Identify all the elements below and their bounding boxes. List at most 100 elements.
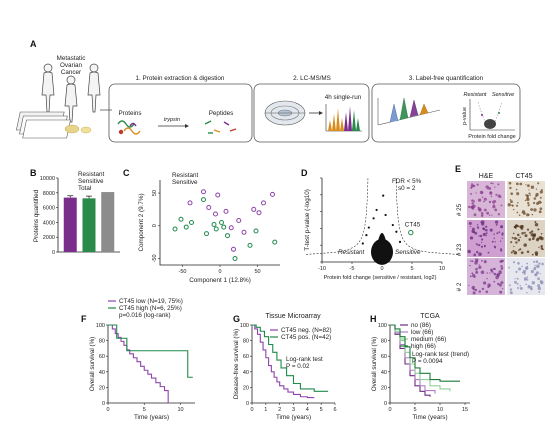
stain-nucleus bbox=[496, 273, 501, 277]
stain-nucleus bbox=[494, 220, 499, 224]
stain-nucleus bbox=[475, 258, 479, 262]
stain-nucleus bbox=[475, 270, 479, 274]
c-point-sensitive bbox=[232, 255, 238, 261]
c-point-sensitive bbox=[219, 220, 224, 225]
b-ytick-label: 10000 bbox=[40, 176, 55, 182]
c-point-resistant bbox=[213, 211, 218, 217]
stain-nucleus bbox=[496, 232, 499, 235]
stain-nucleus bbox=[476, 244, 479, 246]
stain-nucleus bbox=[528, 238, 532, 241]
panel-label-h: H bbox=[370, 314, 377, 324]
panel-label-c: C bbox=[123, 168, 130, 178]
g-survival-curve bbox=[252, 324, 315, 399]
c-point-resistant bbox=[228, 225, 234, 231]
g-ytick-label: 80 bbox=[243, 339, 249, 345]
stain-nucleus bbox=[468, 221, 472, 225]
b-error-bar bbox=[67, 195, 74, 198]
stain-nucleus bbox=[473, 213, 477, 217]
h-ytick-label: 60 bbox=[381, 354, 387, 360]
cohort-label-line1: Metastatic bbox=[57, 55, 86, 62]
proteins-label: Proteins bbox=[118, 110, 141, 117]
stain-nucleus bbox=[475, 242, 478, 245]
d-ylabel: T-test p-value (-log10) bbox=[304, 189, 311, 251]
h-xtick-label: 15 bbox=[462, 407, 468, 413]
sample-label-2: # 2 bbox=[456, 282, 463, 291]
stain-nucleus bbox=[487, 285, 490, 289]
histology-tiles bbox=[467, 181, 545, 295]
b-ytick-label: 0 bbox=[52, 250, 55, 256]
c-xtick-label: -50 bbox=[179, 269, 187, 275]
g-ytick-label: 20 bbox=[243, 385, 249, 391]
stain-nucleus bbox=[510, 241, 513, 244]
stain-nucleus bbox=[542, 248, 544, 251]
chart-d-volcano: -10 -5 0 5 10 CT45 FDR < 5%s0 = 2 Resistant Sens… bbox=[304, 177, 459, 281]
stain-nucleus bbox=[519, 236, 521, 239]
f-xtick-label: 0 bbox=[106, 407, 109, 413]
f-ytick-label: 40 bbox=[99, 370, 105, 376]
stain-nucleus bbox=[523, 243, 527, 247]
c-point-sensitive bbox=[201, 197, 206, 203]
stain-nucleus bbox=[526, 213, 530, 217]
g-xtick-label: 6 bbox=[333, 407, 336, 413]
h-legend-item: high (66) bbox=[411, 343, 436, 350]
stain-nucleus bbox=[532, 201, 536, 205]
stain-nucleus bbox=[510, 192, 514, 196]
h-xtick-label: 5 bbox=[413, 407, 416, 413]
h-title: TCGA bbox=[420, 313, 440, 320]
chart-f-survival: 0 20 40 60 80 100 0 5 10 CT45 low (N=19, 75%)CT45… bbox=[89, 298, 195, 421]
stain-nucleus bbox=[533, 267, 537, 271]
c-point-resistant bbox=[201, 189, 206, 195]
stain-nucleus bbox=[473, 200, 476, 203]
stain-nucleus bbox=[483, 208, 487, 212]
c-point-resistant bbox=[251, 206, 257, 212]
stain-nucleus bbox=[538, 210, 542, 214]
stain-nucleus bbox=[480, 238, 484, 241]
stain-nucleus bbox=[531, 281, 535, 285]
g-ytick-label: 60 bbox=[243, 354, 249, 360]
d-protein-point bbox=[372, 217, 375, 220]
stain-nucleus bbox=[470, 192, 473, 195]
stain-nucleus bbox=[469, 225, 472, 228]
stain-nucleus bbox=[479, 190, 484, 195]
stain-nucleus bbox=[539, 280, 542, 283]
c-point-sensitive bbox=[247, 242, 253, 248]
panel-label-a: A bbox=[30, 39, 37, 49]
stain-nucleus bbox=[486, 277, 488, 280]
stain-nucleus bbox=[467, 249, 471, 254]
stain-nucleus bbox=[536, 264, 540, 269]
b-bar bbox=[82, 198, 96, 252]
stain-nucleus bbox=[493, 280, 496, 283]
stain-nucleus bbox=[512, 249, 515, 252]
stain-nucleus bbox=[526, 197, 530, 202]
b-legend-item: Sensitive bbox=[78, 178, 104, 185]
stain-nucleus bbox=[493, 267, 496, 271]
b-legend-item: Total bbox=[78, 185, 91, 192]
f-ytick-label: 60 bbox=[99, 354, 105, 360]
stain-nucleus bbox=[471, 285, 476, 290]
stain-nucleus bbox=[538, 291, 541, 293]
stain-nucleus bbox=[535, 238, 540, 242]
stain-nucleus bbox=[468, 205, 471, 209]
c-ylabel: Component 2 (9.7%) bbox=[138, 193, 145, 251]
stain-nucleus bbox=[537, 284, 541, 288]
d-protein-point bbox=[382, 194, 385, 197]
stain-nucleus bbox=[527, 204, 530, 207]
g-legend-item: CT45 pos. (N=42) bbox=[281, 334, 331, 341]
stain-nucleus bbox=[476, 224, 479, 226]
stain-nucleus bbox=[485, 185, 489, 189]
f-ytick-label: 20 bbox=[99, 385, 105, 391]
stain-nucleus bbox=[533, 260, 536, 263]
h-survival-curve bbox=[390, 324, 436, 394]
stain-nucleus bbox=[523, 212, 526, 215]
b-ytick-label: 6000 bbox=[43, 206, 55, 212]
c-point-sensitive bbox=[211, 221, 217, 227]
stain-nucleus bbox=[538, 286, 540, 289]
stain-nucleus bbox=[485, 225, 488, 228]
orbitrap-icon bbox=[264, 100, 306, 126]
f-xlabel: Time (years) bbox=[134, 414, 169, 421]
d-resistant-label: Resistant bbox=[338, 249, 364, 256]
d-protein-point bbox=[391, 223, 394, 227]
chart-h-tcga-survival: 0 20 40 60 80 100 0 5 10 15 no (86)low (66)medium … bbox=[371, 313, 470, 421]
c-point-resistant bbox=[215, 192, 221, 198]
d-fdr-curve-right bbox=[395, 177, 459, 255]
